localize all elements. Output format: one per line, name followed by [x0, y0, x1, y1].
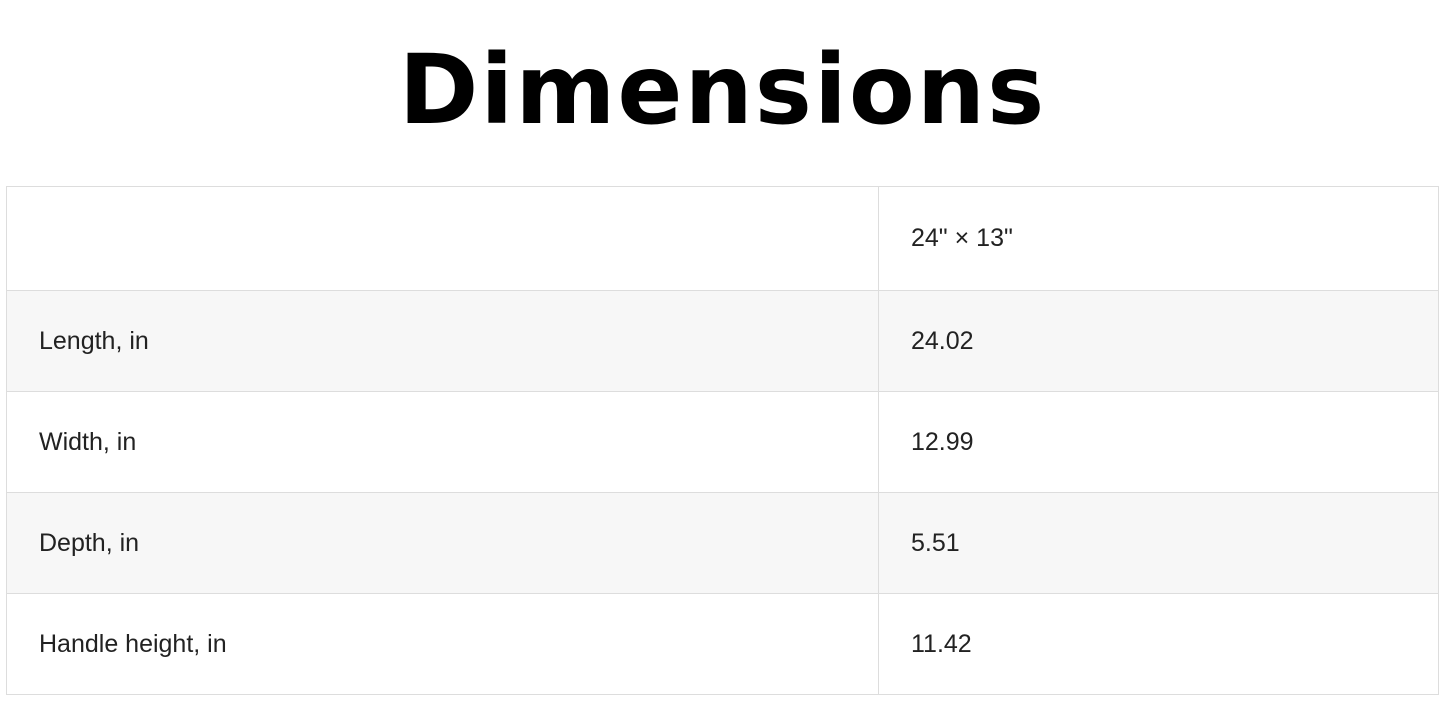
row-label: Depth, in: [6, 492, 879, 594]
table-row: Handle height, in 11.42: [6, 593, 1439, 695]
header-cell: [6, 186, 879, 291]
table-row: Width, in 12.99: [6, 391, 1439, 493]
table-header-row: 24" × 13": [6, 186, 1439, 291]
row-value: 11.42: [878, 593, 1439, 695]
row-value: 24.02: [878, 290, 1439, 392]
page-title: Dimensions: [398, 34, 1047, 146]
row-label: Handle height, in: [6, 593, 879, 695]
table-row: Depth, in 5.51: [6, 492, 1439, 594]
row-label: Width, in: [6, 391, 879, 493]
header-cell: 24" × 13": [878, 186, 1439, 291]
row-value: 12.99: [878, 391, 1439, 493]
dimensions-table: 24" × 13" Length, in 24.02 Width, in 12.99…: [6, 186, 1439, 695]
row-label: Length, in: [6, 290, 879, 392]
table-row: Length, in 24.02: [6, 290, 1439, 392]
row-value: 5.51: [878, 492, 1439, 594]
